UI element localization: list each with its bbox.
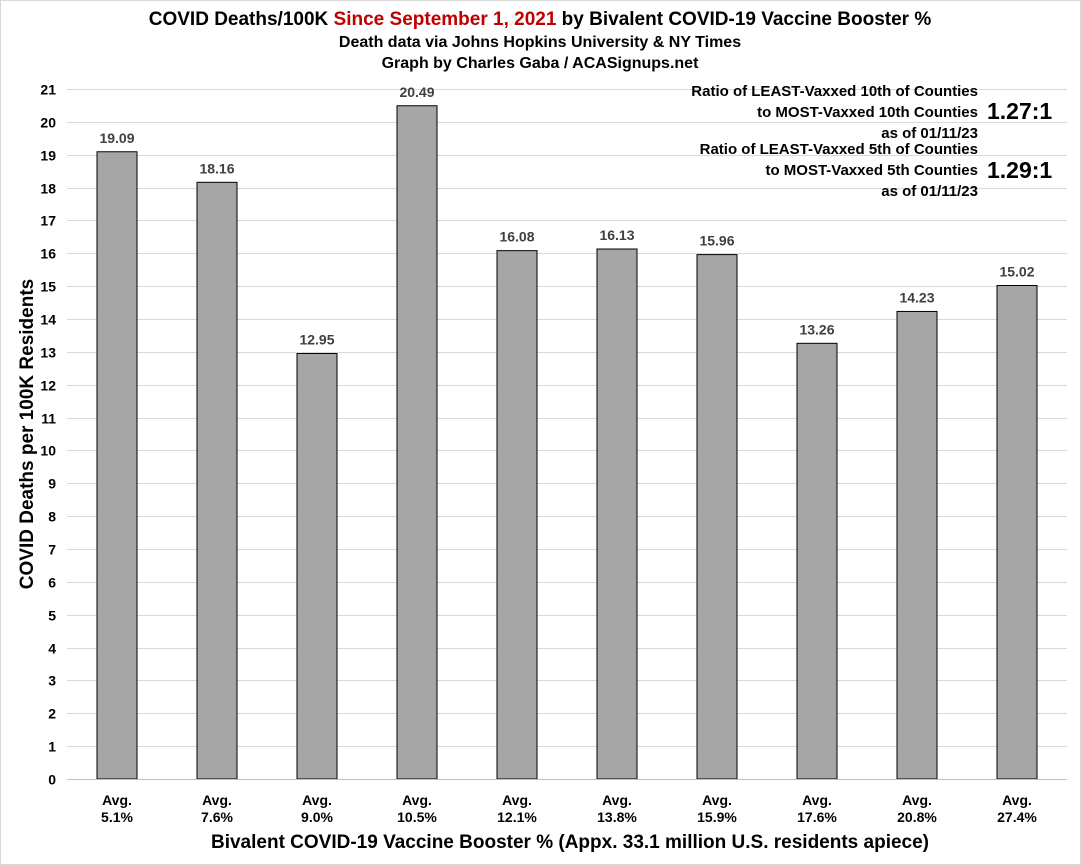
y-tick-label: 2 <box>48 706 56 722</box>
x-axis-categories: Avg.5.1%Avg.7.6%Avg.9.0%Avg.10.5%Avg.12.… <box>101 792 1037 825</box>
y-tick-label: 21 <box>40 82 56 98</box>
bar <box>96 151 138 780</box>
title-part-1: COVID Deaths/100K <box>149 9 334 30</box>
y-tick-label: 13 <box>40 345 56 361</box>
ratio-10th-line-2: to MOST-Vaxxed 10th Counties <box>757 104 978 121</box>
bar <box>296 353 338 780</box>
x-category-label-line-2: 13.8% <box>597 809 637 825</box>
x-category-label-line-1: Avg. <box>702 792 732 808</box>
y-tick-label: 18 <box>40 181 56 197</box>
data-labels: 19.09 18.16 12.95 20.49 16.08 16.13 15.96 13.26… <box>99 84 1034 348</box>
x-category-label-line-1: Avg. <box>202 792 232 808</box>
y-tick-label: 12 <box>40 378 56 394</box>
data-label: 16.13 <box>599 227 634 243</box>
x-category-label-line-1: Avg. <box>502 792 532 808</box>
x-axis-title: Bivalent COVID-19 Vaccine Booster % (App… <box>211 832 929 853</box>
bar <box>196 181 238 780</box>
x-category-label-line-1: Avg. <box>602 792 632 808</box>
ratio-10th-line-1: Ratio of LEAST-Vaxxed 10th of Counties <box>691 83 978 100</box>
ratio-5th-line-1: Ratio of LEAST-Vaxxed 5th of Counties <box>700 141 978 158</box>
data-label: 16.08 <box>499 229 534 245</box>
data-label: 15.96 <box>699 233 734 249</box>
chart-title: COVID Deaths/100K Since September 1, 202… <box>149 9 932 30</box>
y-tick-label: 10 <box>40 443 56 459</box>
title-part-3: by Bivalent COVID-19 Vaccine Booster % <box>556 9 931 30</box>
y-tick-label: 9 <box>48 476 56 492</box>
data-label: 18.16 <box>199 160 234 176</box>
y-tick-label: 8 <box>48 509 56 525</box>
y-tick-label: 14 <box>40 312 56 328</box>
data-label: 15.02 <box>999 263 1034 279</box>
ratio-5th-value: 1.29:1 <box>987 157 1052 183</box>
y-tick-label: 1 <box>48 739 56 755</box>
x-category-label-line-2: 7.6% <box>201 809 233 825</box>
ratio-5th-line-2: to MOST-Vaxxed 5th Counties <box>765 162 978 179</box>
y-tick-label: 7 <box>48 542 56 558</box>
data-label: 14.23 <box>899 289 934 305</box>
data-label: 20.49 <box>399 84 434 100</box>
x-category-label-line-2: 12.1% <box>497 809 537 825</box>
data-label: 19.09 <box>99 130 134 146</box>
ratio-annotation-10th: Ratio of LEAST-Vaxxed 10th of Counties t… <box>691 83 1052 142</box>
title-part-2-highlight: Since September 1, 2021 <box>334 9 557 30</box>
x-category-label-line-2: 9.0% <box>301 809 333 825</box>
y-tick-label: 19 <box>40 148 56 164</box>
bar <box>796 342 838 780</box>
chart-subtitle-1: Death data via Johns Hopkins University … <box>339 34 741 51</box>
ratio-annotation-5th: Ratio of LEAST-Vaxxed 5th of Counties to… <box>700 141 1053 200</box>
bar <box>696 254 738 780</box>
x-category-label-line-1: Avg. <box>102 792 132 808</box>
y-tick-label: 15 <box>40 279 56 295</box>
y-tick-label: 3 <box>48 673 56 689</box>
x-category-label-line-1: Avg. <box>402 792 432 808</box>
chart-subtitle-2: Graph by Charles Gaba / ACASignups.net <box>382 55 699 72</box>
x-category-label-line-2: 27.4% <box>997 809 1037 825</box>
y-axis-title: COVID Deaths per 100K Residents <box>17 279 38 589</box>
x-category-label-line-1: Avg. <box>1002 792 1032 808</box>
data-label: 13.26 <box>799 321 834 337</box>
y-tick-label: 16 <box>40 246 56 262</box>
y-tick-label: 6 <box>48 575 56 591</box>
y-tick-label: 11 <box>41 411 56 427</box>
y-tick-label: 0 <box>48 772 56 788</box>
x-category-label-line-1: Avg. <box>302 792 332 808</box>
x-category-label-line-2: 17.6% <box>797 809 837 825</box>
x-category-label-line-2: 20.8% <box>897 809 937 825</box>
x-category-label-line-2: 15.9% <box>697 809 737 825</box>
bar <box>396 105 438 780</box>
bar <box>596 248 638 780</box>
y-tick-label: 5 <box>48 608 56 624</box>
x-category-label-line-1: Avg. <box>802 792 832 808</box>
y-tick-label: 17 <box>40 213 56 229</box>
y-tick-label: 20 <box>40 115 56 131</box>
ratio-10th-line-3: as of 01/11/23 <box>881 125 978 142</box>
x-category-label-line-1: Avg. <box>902 792 932 808</box>
x-category-label-line-2: 10.5% <box>397 809 437 825</box>
ratio-5th-line-3: as of 01/11/23 <box>881 183 978 200</box>
x-category-label-line-2: 5.1% <box>101 809 133 825</box>
bar <box>996 284 1038 780</box>
y-tick-label: 4 <box>48 641 56 657</box>
data-label: 12.95 <box>299 332 334 348</box>
bar <box>896 310 938 780</box>
bar <box>496 250 538 780</box>
ratio-10th-value: 1.27:1 <box>987 98 1052 124</box>
